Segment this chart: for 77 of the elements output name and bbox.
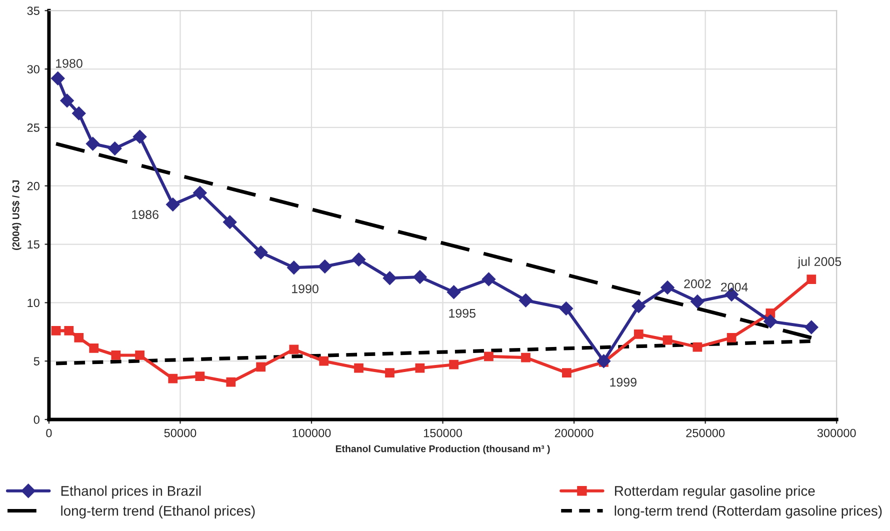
point [382, 271, 397, 286]
point [222, 215, 237, 229]
point [86, 136, 100, 151]
point [132, 130, 147, 144]
point [254, 246, 268, 260]
point [804, 320, 818, 334]
y-tick-label: 35 [27, 6, 40, 16]
legend-label: long-term trend (Rotterdam gasoline prices) [614, 506, 882, 518]
point [287, 260, 301, 275]
point [72, 106, 86, 120]
point [352, 252, 366, 266]
point [89, 344, 99, 353]
point [449, 360, 458, 370]
legend-label: Rotterdam regular gasoline price [615, 486, 815, 499]
point [226, 377, 236, 387]
point [484, 352, 494, 362]
point [135, 350, 144, 360]
point [50, 71, 65, 86]
x-tick-label: 200000 [554, 428, 594, 438]
point [692, 342, 702, 352]
point [60, 94, 74, 108]
y-tick-label: 25 [27, 123, 40, 132]
point [634, 330, 644, 339]
point [690, 294, 704, 308]
point [195, 372, 205, 381]
annotation: jul 2005 [798, 256, 842, 268]
annotation: 1990 [292, 284, 318, 294]
point [51, 326, 61, 336]
y-tick-label: 10 [28, 298, 40, 308]
x-tick-label: 150000 [424, 428, 462, 438]
point [111, 350, 121, 360]
y-tick-label: 30 [27, 65, 40, 74]
point [559, 302, 574, 316]
x-tick-label: 100000 [292, 428, 331, 438]
point [108, 142, 122, 156]
point [64, 326, 74, 336]
point [289, 344, 299, 354]
point [662, 335, 672, 345]
x-tick-label: 300000 [817, 428, 856, 438]
point [446, 285, 461, 300]
point [256, 362, 266, 372]
legend-label: Ethanol prices in Brazil [61, 486, 201, 499]
point [385, 368, 394, 378]
point [415, 363, 425, 373]
annotation: 2002 [684, 279, 711, 288]
x-tick-label: 50000 [164, 428, 196, 438]
point [318, 260, 332, 274]
annotation: 1995 [449, 308, 476, 318]
annotation: 2004 [721, 282, 748, 292]
point [562, 368, 572, 378]
annotation: 1986 [132, 210, 158, 220]
annotation: 1980 [56, 58, 82, 68]
point [482, 272, 496, 286]
point [518, 293, 533, 308]
point [764, 314, 778, 328]
point [193, 186, 207, 200]
y-tick-label: 5 [34, 357, 40, 366]
point [166, 198, 180, 212]
y-axis-title: (2004) US$ / GJ [12, 180, 22, 250]
point [521, 352, 530, 362]
point [632, 299, 646, 314]
y-tick-label: 15 [28, 240, 40, 249]
point [806, 274, 816, 284]
y-tick-label: 0 [34, 416, 40, 424]
point [413, 270, 427, 284]
point [726, 333, 736, 342]
x-tick-label: 0 [46, 428, 52, 438]
point [660, 280, 674, 294]
point [319, 356, 329, 366]
legend-label: long-term trend (Ethanol prices) [61, 506, 255, 518]
x-axis-title: Ethanol Cumulative Production (thousand m³ ) [336, 445, 550, 454]
annotation: 1999 [610, 378, 636, 387]
x-tick-label: 250000 [686, 428, 725, 438]
y-tick-label: 20 [27, 182, 40, 190]
point [354, 363, 364, 373]
point [74, 333, 84, 342]
point [168, 374, 178, 384]
